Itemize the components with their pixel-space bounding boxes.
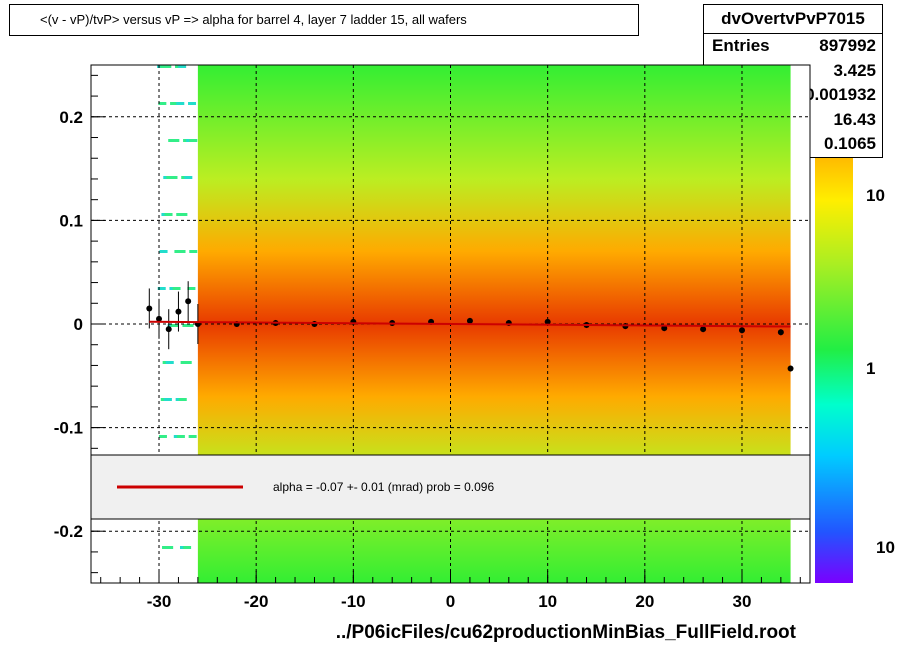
stats-value: 3.425 [833, 60, 876, 80]
profile-point [700, 326, 707, 333]
x-tick-label: 0 [446, 592, 455, 611]
stats-value: 897992 [819, 36, 876, 55]
axis-layer: -30 -20 -10 0 10 20 30 -0.2 -0.1 0 0.1 0.2 [54, 74, 801, 611]
palette-label: 10 [866, 186, 885, 205]
y-tick-label: 0.2 [59, 108, 83, 127]
sparse-cell [179, 213, 188, 216]
fit-legend: alpha = -0.07 +- 0.01 (mrad) prob = 0.09… [90, 454, 811, 520]
sparse-cell [178, 65, 187, 68]
sparse-cell [176, 102, 185, 105]
sparse-cell [165, 546, 174, 549]
profile-point [777, 329, 784, 336]
palette-label: 1 [866, 359, 875, 378]
profile-point [544, 318, 551, 325]
sparse-cell [158, 435, 167, 438]
stats-value: -0.001932 [799, 85, 876, 104]
profile-layer [146, 281, 794, 372]
sparse-cell [169, 176, 178, 179]
x-tick-label: -30 [147, 592, 172, 611]
x-tick-label: 30 [733, 592, 752, 611]
profile-point [156, 315, 163, 322]
footer-text: ../P06icFiles/cu62productionMinBias_Full… [335, 622, 796, 643]
stats-key: Entries [712, 36, 770, 55]
color-palette: 10 1 10 [815, 158, 895, 583]
profile-point [466, 317, 473, 324]
sparse-cell [171, 139, 180, 142]
stats-value: 0.1065 [824, 134, 876, 153]
sparse-cell [170, 324, 179, 327]
legend-text: alpha = -0.07 +- 0.01 (mrad) prob = 0.09… [273, 480, 494, 494]
sparse-cell [183, 361, 192, 364]
y-tick-label: -0.1 [54, 419, 83, 438]
y-tick-label: -0.2 [54, 522, 83, 541]
x-tick-label: -20 [244, 592, 269, 611]
y-tick-label: 0 [74, 315, 83, 334]
sparse-cell [189, 250, 198, 253]
stats-row-entries: Entries 897992 [704, 34, 882, 59]
profile-point [175, 308, 182, 315]
plot-title: <(v - vP)/tvP> versus vP => alpha for ba… [9, 4, 639, 36]
sparse-cell [163, 398, 172, 401]
palette-label: 10 [876, 538, 895, 557]
sparse-cell [188, 102, 197, 105]
sparse-cell [184, 176, 193, 179]
sparse-cell [183, 546, 192, 549]
profile-point [787, 365, 794, 372]
sparse-cell [158, 102, 167, 105]
sparse-cell [185, 324, 194, 327]
sparse-cell [157, 287, 166, 290]
y-tick-label: 0.1 [59, 211, 83, 230]
profile-point [738, 327, 745, 334]
sparse-cell [177, 250, 186, 253]
footer-filename: ../P06icFiles/cu62productionMinBias_Full… [0, 622, 900, 644]
stats-value: 16.43 [833, 109, 876, 129]
x-tick-label: -10 [341, 592, 366, 611]
sparse-cell [172, 287, 181, 290]
x-tick-label: 10 [538, 592, 557, 611]
sparse-cell [163, 65, 172, 68]
sparse-cell [159, 250, 168, 253]
sparse-cell [178, 398, 187, 401]
sparse-cell [187, 287, 196, 290]
profile-point [185, 298, 192, 305]
sparse-cell [165, 361, 174, 364]
sparse-cell [188, 435, 197, 438]
profile-point [146, 305, 153, 312]
profile-point [165, 326, 172, 333]
sparse-cell [189, 139, 198, 142]
stats-name: dvOvertvPvP7015 [704, 5, 882, 34]
palette-bar [815, 158, 853, 583]
sparse-cell [176, 435, 185, 438]
sparse-cell [164, 213, 173, 216]
fit-line [149, 320, 791, 328]
profile-point [661, 325, 668, 332]
x-tick-label: 20 [635, 592, 654, 611]
